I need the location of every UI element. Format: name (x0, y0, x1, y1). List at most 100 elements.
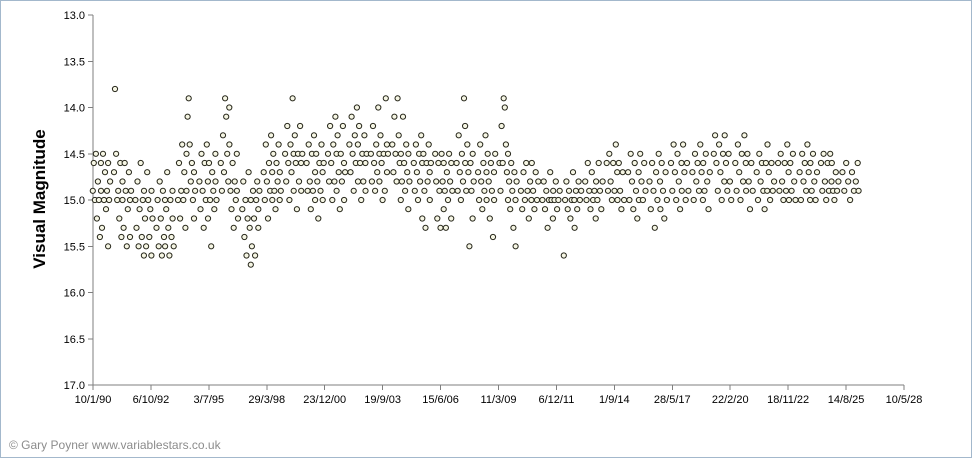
data-point (320, 159, 327, 167)
data-point (848, 169, 856, 176)
data-point (123, 243, 130, 250)
data-point (655, 150, 662, 157)
data-point (564, 206, 571, 213)
data-point (503, 169, 510, 176)
data-point (831, 196, 838, 204)
data-point (456, 169, 463, 176)
data-point (357, 159, 364, 167)
data-point (780, 196, 787, 204)
data-point (745, 178, 752, 185)
data-point (186, 141, 193, 148)
data-point (617, 187, 624, 194)
data-point (412, 141, 419, 148)
x-tick-label: 28/5/17 (654, 394, 691, 406)
data-point (101, 169, 109, 176)
data-point (805, 169, 812, 176)
data-point (554, 206, 561, 213)
data-point (736, 169, 743, 176)
data-point (828, 178, 835, 185)
data-point (149, 215, 156, 222)
data-point (764, 187, 771, 194)
x-tick-label: 10/1/90 (75, 394, 112, 406)
data-point (148, 187, 155, 194)
data-point (330, 141, 337, 148)
data-point (198, 150, 205, 157)
data-point (466, 243, 473, 250)
data-point (373, 141, 380, 148)
data-point (504, 196, 512, 204)
data-point (192, 187, 199, 194)
data-point (635, 169, 642, 176)
data-point (753, 169, 760, 176)
data-point (787, 159, 794, 167)
data-point (658, 159, 665, 167)
data-point (369, 122, 377, 130)
data-point (392, 150, 399, 157)
data-point (332, 113, 339, 120)
data-point (269, 196, 276, 204)
data-point (501, 104, 508, 111)
data-point (782, 187, 790, 194)
data-point (804, 141, 811, 148)
data-point (335, 169, 342, 176)
data-point (99, 150, 107, 157)
data-point (226, 141, 233, 148)
data-point (661, 215, 668, 222)
data-point (571, 196, 578, 204)
data-point (469, 215, 476, 222)
data-point (630, 206, 637, 213)
data-point (118, 233, 125, 241)
data-point (139, 196, 146, 204)
data-point (405, 206, 412, 213)
data-point (299, 150, 306, 157)
data-point (476, 196, 483, 204)
data-point (315, 215, 322, 222)
data-point (480, 159, 487, 167)
data-point (549, 215, 557, 222)
data-point (482, 132, 489, 139)
x-tick-label: 18/11/22 (767, 394, 809, 406)
data-point (187, 178, 194, 185)
data-point (156, 178, 163, 185)
data-point (492, 150, 499, 157)
data-point (489, 233, 497, 241)
data-point (276, 169, 283, 176)
data-point (499, 159, 506, 167)
data-point (470, 178, 477, 185)
data-point (650, 187, 657, 194)
data-point (105, 159, 112, 167)
data-point (675, 178, 682, 185)
data-point (338, 178, 345, 185)
x-tick-label: 3/7/95 (194, 394, 225, 406)
x-tick-label: 23/12/00 (303, 394, 346, 406)
data-point (134, 178, 141, 185)
data-point (726, 178, 734, 185)
data-point (789, 150, 797, 157)
data-point (685, 187, 692, 194)
data-point (465, 169, 472, 176)
data-point (693, 178, 700, 185)
data-point (273, 159, 280, 167)
data-point (469, 150, 476, 157)
data-point (169, 187, 176, 194)
data-point (119, 178, 126, 185)
data-point (800, 178, 807, 185)
data-point (413, 169, 420, 176)
data-point (598, 206, 605, 213)
data-point (667, 159, 675, 167)
data-point (608, 196, 616, 204)
data-point (177, 215, 184, 222)
data-point (220, 169, 228, 176)
data-point (448, 159, 455, 167)
data-point (228, 206, 235, 213)
data-point (519, 206, 526, 213)
data-point (141, 215, 149, 222)
data-point (809, 150, 817, 157)
data-point (654, 196, 661, 204)
data-point (440, 159, 447, 167)
data-point (95, 196, 103, 204)
data-point (478, 178, 485, 185)
data-point (560, 252, 567, 259)
data-point (190, 215, 198, 222)
